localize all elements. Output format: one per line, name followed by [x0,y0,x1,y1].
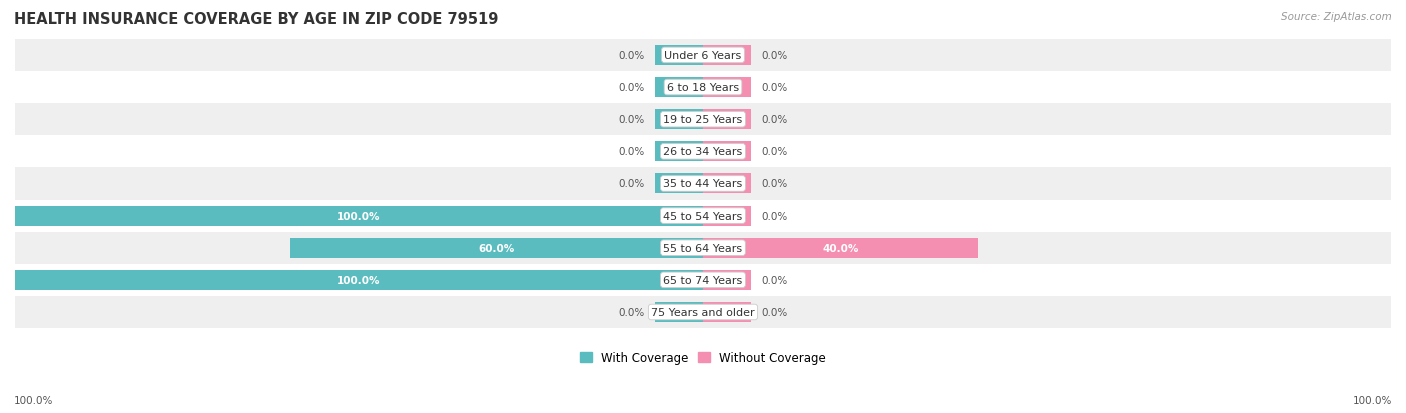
Bar [15,168,1391,200]
Text: 0.0%: 0.0% [762,83,787,93]
Text: 0.0%: 0.0% [762,211,787,221]
Bar [703,206,751,226]
Bar [15,264,1391,296]
Text: 0.0%: 0.0% [619,51,644,61]
Bar [15,40,1391,72]
Text: Source: ZipAtlas.com: Source: ZipAtlas.com [1281,12,1392,22]
Text: 0.0%: 0.0% [619,307,644,317]
Text: 0.0%: 0.0% [762,275,787,285]
Bar [15,200,1391,232]
Text: 55 to 64 Years: 55 to 64 Years [664,243,742,253]
Bar [15,232,1391,264]
Bar [703,46,751,66]
Text: 0.0%: 0.0% [762,147,787,157]
Bar [655,46,703,66]
Text: 100.0%: 100.0% [337,211,381,221]
Text: 0.0%: 0.0% [762,51,787,61]
Bar [15,136,1391,168]
Legend: With Coverage, Without Coverage: With Coverage, Without Coverage [575,346,831,368]
Bar [655,302,703,322]
Bar [15,270,703,290]
Text: 75 Years and older: 75 Years and older [651,307,755,317]
Text: 0.0%: 0.0% [619,147,644,157]
Text: 0.0%: 0.0% [762,179,787,189]
Bar [655,142,703,162]
Text: 0.0%: 0.0% [619,115,644,125]
Text: 45 to 54 Years: 45 to 54 Years [664,211,742,221]
Text: 0.0%: 0.0% [762,307,787,317]
Bar [15,104,1391,136]
Text: HEALTH INSURANCE COVERAGE BY AGE IN ZIP CODE 79519: HEALTH INSURANCE COVERAGE BY AGE IN ZIP … [14,12,499,27]
Bar [703,110,751,130]
Text: 100.0%: 100.0% [337,275,381,285]
Bar [15,206,703,226]
Text: 0.0%: 0.0% [762,115,787,125]
Bar [703,238,979,258]
Bar [655,110,703,130]
Text: 6 to 18 Years: 6 to 18 Years [666,83,740,93]
Text: 100.0%: 100.0% [1353,395,1392,405]
Text: 65 to 74 Years: 65 to 74 Years [664,275,742,285]
Bar [15,72,1391,104]
Bar [703,270,751,290]
Bar [290,238,703,258]
Bar [15,296,1391,328]
Text: 26 to 34 Years: 26 to 34 Years [664,147,742,157]
Bar [655,78,703,98]
Bar [703,78,751,98]
Bar [703,142,751,162]
Text: 60.0%: 60.0% [478,243,515,253]
Text: Under 6 Years: Under 6 Years [665,51,741,61]
Text: 40.0%: 40.0% [823,243,859,253]
Text: 19 to 25 Years: 19 to 25 Years [664,115,742,125]
Text: 0.0%: 0.0% [619,83,644,93]
Text: 0.0%: 0.0% [619,179,644,189]
Bar [703,302,751,322]
Bar [703,174,751,194]
Bar [655,174,703,194]
Text: 100.0%: 100.0% [14,395,53,405]
Text: 35 to 44 Years: 35 to 44 Years [664,179,742,189]
